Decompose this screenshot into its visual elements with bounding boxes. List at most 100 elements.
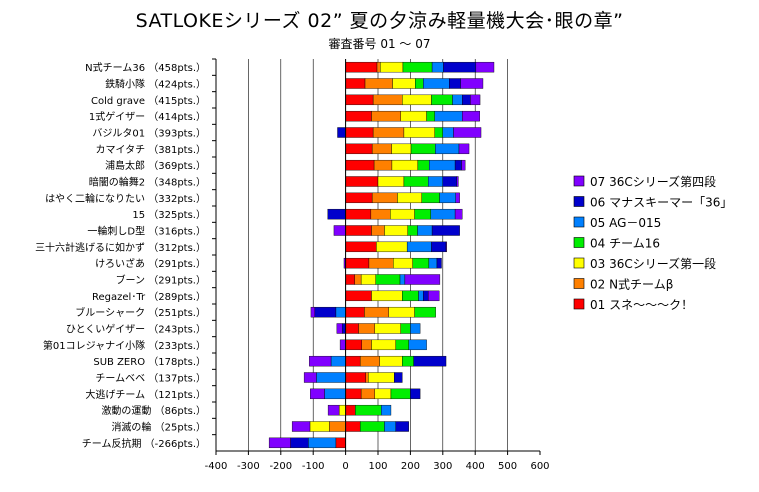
- bar-segment-series-1: [345, 290, 372, 302]
- bar-segment-series-1: [345, 257, 370, 269]
- bar-segment-series-5: [406, 241, 432, 253]
- bar-segment-series-5: [418, 290, 424, 302]
- x-tick-label: 200: [401, 461, 420, 472]
- bar-segment-series-7: [291, 421, 311, 432]
- bar-segment-series-4: [426, 110, 435, 122]
- bar-segment-series-2: [361, 339, 372, 351]
- bar-segment-series-3: [374, 323, 401, 334]
- bar-segment-series-7: [404, 274, 441, 285]
- bar-segment-series-2: [368, 257, 394, 269]
- bar-segment-series-6: [327, 208, 346, 220]
- bar-segment-series-7: [310, 306, 316, 318]
- x-tick-label: 400: [466, 461, 485, 472]
- bar-segment-series-1: [345, 159, 375, 171]
- bar-segment-series-1: [345, 61, 378, 73]
- bar-segment-series-7: [333, 225, 346, 236]
- bar-segment-series-3: [374, 388, 392, 400]
- x-tick-label: -200: [269, 461, 292, 472]
- bar-segment-series-5: [452, 94, 463, 106]
- bar-segment-series-3: [376, 241, 408, 253]
- bar-segment-series-7: [455, 192, 460, 204]
- bar-segment-series-5: [384, 421, 397, 432]
- legend-label: 06 マナスキーマー「36」: [590, 196, 732, 210]
- bar-segment-series-7: [453, 127, 482, 138]
- bar-segment-series-5: [428, 257, 438, 269]
- bar-segment-series-4: [402, 61, 433, 73]
- bar-segment-series-5: [428, 159, 456, 171]
- bar-segment-series-5: [335, 306, 346, 318]
- bar-segment-series-4: [403, 176, 429, 187]
- bar-segment-series-3: [380, 61, 404, 73]
- category-label: 消滅の輪 （25pts.）: [111, 421, 206, 434]
- bar-segment-series-7: [309, 355, 332, 367]
- category-label: 15 （325pts.）: [132, 209, 206, 221]
- bar-segment-series-7: [475, 61, 495, 73]
- x-tick-label: 100: [368, 461, 387, 472]
- legend-label: 03 36Cシリーズ第一段: [590, 256, 716, 271]
- bar-segment-series-1: [345, 208, 372, 220]
- bar-segment-series-2: [354, 274, 362, 285]
- bar-segment-series-6: [431, 241, 447, 253]
- bar-segment-series-1: [345, 404, 356, 416]
- bar-segment-series-6: [395, 421, 409, 432]
- bar-segment-series-5: [410, 323, 421, 334]
- bar-segment-series-3: [309, 421, 330, 432]
- bar-segment-series-5: [308, 437, 337, 449]
- category-label: Cold grave （415pts.）: [91, 95, 206, 107]
- bar-segment-series-4: [390, 388, 411, 400]
- bar-segment-series-1: [345, 274, 355, 285]
- bar-segment-series-5: [330, 355, 346, 367]
- category-label: 三十六計逃げるに如かず （312pts.）: [35, 241, 206, 254]
- legend-swatch: [573, 257, 585, 269]
- bar-segment-series-1: [345, 241, 377, 253]
- bar-segment-series-6: [449, 78, 461, 89]
- category-label: はやく二輪になりたい （332pts.）: [45, 192, 206, 205]
- legend-swatch: [573, 298, 585, 310]
- bar-segment-series-1: [345, 78, 366, 89]
- bar-segment-series-7: [461, 159, 466, 171]
- bar-segment-series-3: [390, 208, 415, 220]
- bar-segment-series-5: [408, 339, 427, 351]
- bar-segment-series-7: [445, 241, 447, 253]
- bar-segment-series-5: [399, 274, 406, 285]
- bar-segment-series-3: [338, 404, 346, 416]
- bar-segment-series-6: [462, 94, 471, 106]
- bar-segment-series-2: [329, 421, 346, 432]
- bar-segment-series-1: [345, 306, 365, 318]
- bar-segment-series-6: [290, 437, 309, 449]
- plot-frame: [215, 59, 540, 452]
- bar-segment-series-1: [345, 110, 372, 122]
- legend-swatch: [573, 216, 585, 228]
- bar-segment-series-5: [381, 404, 392, 416]
- bar-segment-series-6: [410, 388, 421, 400]
- bar-segment-series-1: [345, 355, 361, 367]
- bar-segment-series-2: [371, 225, 385, 236]
- bar-segment-series-4: [414, 208, 432, 220]
- bar-segment-series-7: [454, 208, 463, 220]
- bar-segment-series-7: [303, 372, 317, 383]
- category-label: SUB ZERO （178pts.）: [93, 356, 206, 368]
- x-tick-label: 0: [342, 461, 348, 472]
- category-label: カマイタチ （381pts.）: [95, 144, 206, 156]
- bar-segment-series-6: [431, 225, 460, 236]
- bar-segment-series-3: [379, 355, 403, 367]
- bar-segment-series-4: [431, 94, 453, 106]
- legend-label: 01 スネ～～～ク！: [590, 298, 693, 312]
- category-label: N式チーム36 （458pts.）: [85, 61, 206, 74]
- bar-segment-series-6: [413, 355, 447, 367]
- bar-segment-series-5: [430, 208, 456, 220]
- bar-segment-series-3: [402, 94, 432, 106]
- category-label: 第01コレジャナイ小隊 （233pts.）: [43, 339, 206, 352]
- bar-segment-series-2: [373, 159, 393, 171]
- bar-segment-series-1: [345, 94, 374, 106]
- bar-segment-series-5: [439, 192, 456, 204]
- bar-segment-series-2: [364, 78, 393, 89]
- bar-segment-series-5: [428, 176, 444, 187]
- bar-segment-series-1: [345, 339, 363, 351]
- bar-segment-series-1: [335, 437, 346, 449]
- x-tick-label: -300: [237, 461, 260, 472]
- bar-segment-series-1: [345, 372, 366, 383]
- legend-swatch: [573, 237, 585, 248]
- bar-segment-series-4: [434, 127, 444, 138]
